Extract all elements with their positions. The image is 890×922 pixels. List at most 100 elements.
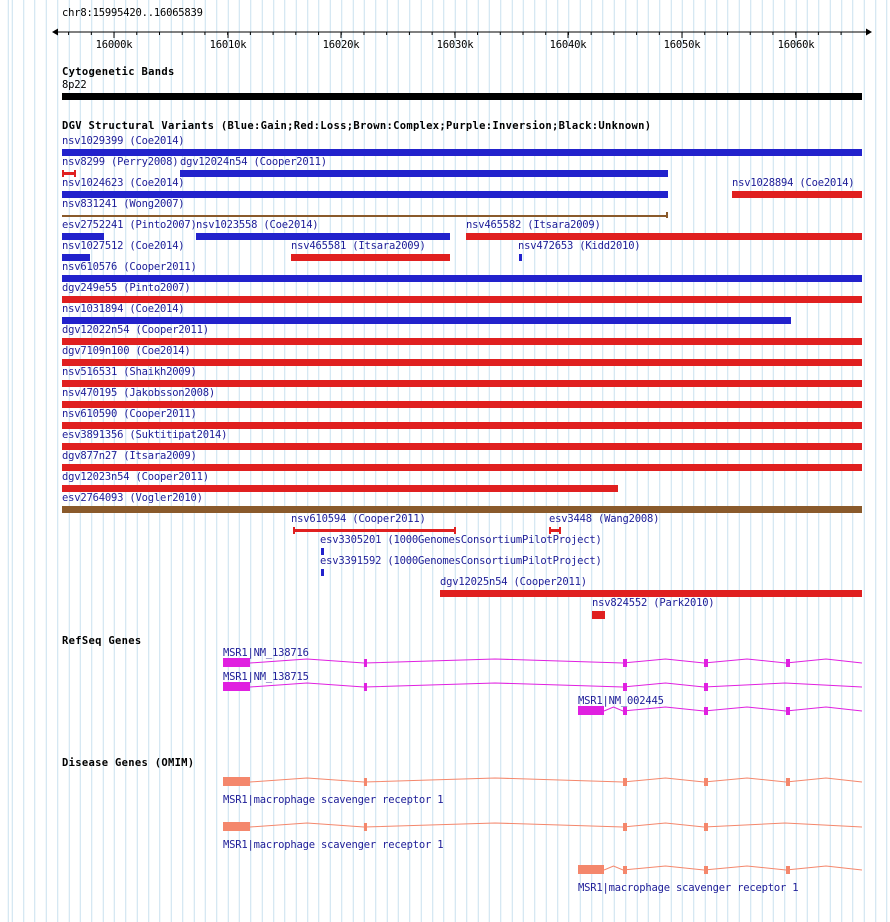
gene-exon bbox=[704, 683, 708, 691]
variant-bar[interactable] bbox=[62, 443, 862, 450]
cytoband-bar[interactable] bbox=[62, 93, 862, 100]
gene-exon bbox=[364, 778, 367, 786]
variant-label: nsv610594 (Cooper2011) bbox=[291, 513, 426, 525]
variant-tick[interactable] bbox=[519, 254, 522, 261]
ruler-scale bbox=[52, 28, 872, 38]
variant-bar[interactable] bbox=[732, 191, 862, 198]
gene-intron-line bbox=[603, 706, 863, 712]
gene-exon bbox=[623, 866, 627, 874]
variant-label: esv3391592 (1000GenomesConsortiumPilotPr… bbox=[320, 555, 602, 567]
variant-bar[interactable] bbox=[62, 233, 104, 240]
bracket-part bbox=[293, 529, 456, 532]
gene-glyph[interactable] bbox=[578, 704, 864, 718]
gene-glyph[interactable] bbox=[578, 863, 864, 877]
variant-label: esv3448 (Wang2008) bbox=[549, 513, 660, 525]
variant-bar[interactable] bbox=[62, 380, 862, 387]
variant-bar[interactable] bbox=[62, 296, 862, 303]
section-title-cytobands: Cytogenetic Bands bbox=[62, 66, 175, 78]
variant-bar[interactable] bbox=[62, 191, 668, 198]
gene-exon bbox=[786, 707, 790, 715]
variant-bar[interactable] bbox=[62, 401, 862, 408]
variant-bar[interactable] bbox=[291, 254, 450, 261]
variant-label: nsv1024623 (Coe2014) bbox=[62, 177, 185, 189]
variant-bar[interactable] bbox=[196, 233, 450, 240]
ruler-tick-label: 16060k bbox=[777, 39, 815, 51]
gene-exon bbox=[786, 866, 790, 874]
gene-exon bbox=[704, 823, 708, 831]
variant-label: nsv1029399 (Coe2014) bbox=[62, 135, 185, 147]
variant-label: dgv12023n54 (Cooper2011) bbox=[62, 471, 209, 483]
variant-bar[interactable] bbox=[62, 338, 862, 345]
gene-label: MSR1|macrophage scavenger receptor 1 bbox=[223, 839, 444, 851]
variant-tick[interactable] bbox=[321, 548, 324, 555]
variant-label: nsv1028894 (Coe2014) bbox=[732, 177, 855, 189]
variant-label: dgv12025n54 (Cooper2011) bbox=[440, 576, 587, 588]
variant-bar[interactable] bbox=[62, 149, 862, 156]
region-title: chr8:15995420..16065839 bbox=[62, 7, 203, 19]
variant-label: nsv824552 (Park2010) bbox=[592, 597, 715, 609]
ruler-tick-label: 16040k bbox=[549, 39, 587, 51]
variant-label: dgv877n27 (Itsara2009) bbox=[62, 450, 197, 462]
variant-label: nsv610590 (Cooper2011) bbox=[62, 408, 197, 420]
variant-bar[interactable] bbox=[62, 254, 90, 261]
variant-tick[interactable] bbox=[321, 569, 324, 576]
gene-exon bbox=[704, 659, 708, 667]
variant-line-end bbox=[666, 212, 668, 218]
variant-bracket[interactable] bbox=[549, 527, 561, 534]
variant-bar[interactable] bbox=[180, 170, 668, 177]
gene-intron-line bbox=[249, 822, 863, 828]
variant-bar[interactable] bbox=[62, 485, 618, 492]
gene-label: MSR1|NM_138715 bbox=[223, 671, 309, 683]
variant-label: nsv516531 (Shaikh2009) bbox=[62, 366, 197, 378]
variant-bracket[interactable] bbox=[293, 527, 456, 534]
variant-label: nsv610576 (Cooper2011) bbox=[62, 261, 197, 273]
gene-exon bbox=[364, 683, 367, 691]
variant-bar[interactable] bbox=[62, 422, 862, 429]
variant-label: dgv7109n100 (Coe2014) bbox=[62, 345, 191, 357]
gene-glyph[interactable] bbox=[223, 775, 864, 789]
gene-exon bbox=[623, 778, 627, 786]
variant-label: nsv831241 (Wong2007) bbox=[62, 198, 185, 210]
gene-exon bbox=[623, 823, 627, 831]
gene-label: MSR1|NM_002445 bbox=[578, 695, 664, 707]
gene-exon bbox=[623, 707, 627, 715]
variant-bar[interactable] bbox=[62, 317, 791, 324]
variant-bar[interactable] bbox=[62, 359, 862, 366]
variant-label: esv2752241 (Pinto2007) bbox=[62, 219, 197, 231]
gene-exon bbox=[786, 659, 790, 667]
variant-bar[interactable] bbox=[466, 233, 862, 240]
gene-exon bbox=[704, 866, 708, 874]
gene-first-exon bbox=[223, 658, 250, 667]
variant-label: esv3305201 (1000GenomesConsortiumPilotPr… bbox=[320, 534, 602, 546]
gene-label: MSR1|macrophage scavenger receptor 1 bbox=[223, 794, 444, 806]
ruler-tick-label: 16020k bbox=[322, 39, 360, 51]
gene-glyph[interactable] bbox=[223, 656, 864, 670]
gene-exon bbox=[704, 707, 708, 715]
gene-glyph[interactable] bbox=[223, 820, 864, 834]
section-title-refseq: RefSeq Genes bbox=[62, 635, 142, 647]
variant-label: esv3891356 (Suktitipat2014) bbox=[62, 429, 228, 441]
variant-label: dgv249e55 (Pinto2007) bbox=[62, 282, 191, 294]
variant-label: nsv465581 (Itsara2009) bbox=[291, 240, 426, 252]
gene-glyph[interactable] bbox=[223, 680, 864, 694]
gene-exon bbox=[786, 778, 790, 786]
variant-label: dgv12022n54 (Cooper2011) bbox=[62, 324, 209, 336]
variant-label: dgv12024n54 (Cooper2011) bbox=[180, 156, 327, 168]
cytoband-name: 8p22 bbox=[62, 79, 87, 91]
variant-box[interactable] bbox=[592, 611, 605, 619]
variant-bar[interactable] bbox=[62, 506, 862, 513]
variant-line[interactable] bbox=[62, 215, 668, 217]
gene-first-exon bbox=[578, 865, 604, 874]
variant-bar[interactable] bbox=[62, 464, 862, 471]
gene-first-exon bbox=[223, 777, 250, 786]
gene-exon bbox=[364, 659, 367, 667]
gene-first-exon bbox=[223, 682, 250, 691]
gene-exon bbox=[623, 683, 627, 691]
gene-exon bbox=[623, 659, 627, 667]
variant-label: nsv465582 (Itsara2009) bbox=[466, 219, 601, 231]
variant-bar[interactable] bbox=[62, 275, 862, 282]
variant-bracket[interactable] bbox=[62, 170, 76, 177]
variant-bar[interactable] bbox=[440, 590, 862, 597]
ruler-tick-label: 16030k bbox=[436, 39, 474, 51]
